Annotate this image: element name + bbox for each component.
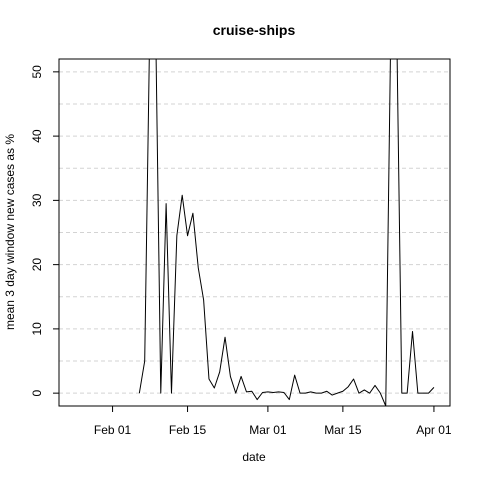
y-axis: 0 10 20 30 40 50 <box>30 65 59 396</box>
series-layer <box>138 59 435 406</box>
gridlines <box>59 71 450 394</box>
x-axis-label: date <box>242 450 266 464</box>
y-tick-label: 30 <box>30 193 44 207</box>
x-tick-label: Mar 01 <box>249 423 287 437</box>
y-axis-label: mean 3 day window new cases as % <box>3 134 17 330</box>
y-tick-label: 40 <box>30 129 44 143</box>
x-tick-label: Feb 15 <box>169 423 207 437</box>
x-tick-label: Apr 01 <box>416 423 452 437</box>
y-tick-label: 20 <box>30 258 44 272</box>
y-tick-label: 10 <box>30 322 44 336</box>
series-line <box>138 59 435 406</box>
x-tick-label: Mar 15 <box>324 423 362 437</box>
y-tick-label: 50 <box>30 65 44 79</box>
chart-title: cruise-ships <box>213 22 296 38</box>
plot-frame <box>58 58 451 407</box>
y-tick-label: 0 <box>30 389 44 396</box>
x-tick-label: Feb 01 <box>94 423 132 437</box>
x-axis: Feb 01 Feb 15 Mar 01 Mar 15 Apr 01 <box>94 406 452 437</box>
